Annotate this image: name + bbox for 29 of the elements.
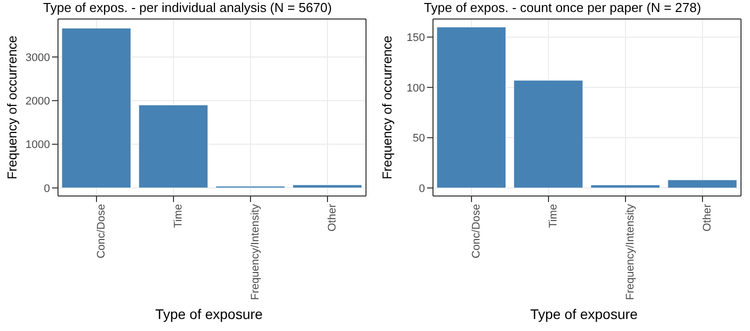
y-tick-label: 50 xyxy=(412,132,425,145)
y-tick-label: 100 xyxy=(406,82,425,94)
y-tick-label: 150 xyxy=(406,32,425,44)
chart-title: Type of expos. - count once per paper (N = 278) xyxy=(422,0,702,15)
bar xyxy=(292,184,362,188)
y-axis-title: Frequency of occurrence xyxy=(4,36,20,180)
y-axis-title: Frequency of occurrence xyxy=(380,36,395,180)
x-axis-title: Type of exposure xyxy=(529,306,639,322)
bar xyxy=(436,26,506,188)
y-tick-label: 3000 xyxy=(26,52,50,64)
y-tick-label: 2000 xyxy=(26,96,50,108)
x-tick-label: Frequency/Intensity xyxy=(249,204,262,300)
x-tick-label: Frequency/Intensity xyxy=(624,204,636,300)
bar xyxy=(514,80,584,188)
x-tick-label: Time xyxy=(172,204,184,228)
y-tick-label: 0 xyxy=(44,182,50,195)
x-axis-title: Type of exposure xyxy=(154,306,264,322)
bar xyxy=(668,180,738,188)
y-tick-label: 0 xyxy=(418,182,425,195)
chart-title: Type of expos. - per individual analysis (N = 5670) xyxy=(42,0,333,15)
x-tick-label: Conc/Dose xyxy=(95,204,108,258)
x-tick-label: Other xyxy=(326,204,338,232)
bar xyxy=(590,184,660,188)
x-tick-label: Time xyxy=(547,204,560,228)
bar xyxy=(62,28,132,188)
x-tick-label: Other xyxy=(701,204,714,232)
x-tick-label: Conc/Dose xyxy=(470,204,482,258)
bar xyxy=(138,104,208,188)
y-tick-label: 1000 xyxy=(26,139,50,152)
